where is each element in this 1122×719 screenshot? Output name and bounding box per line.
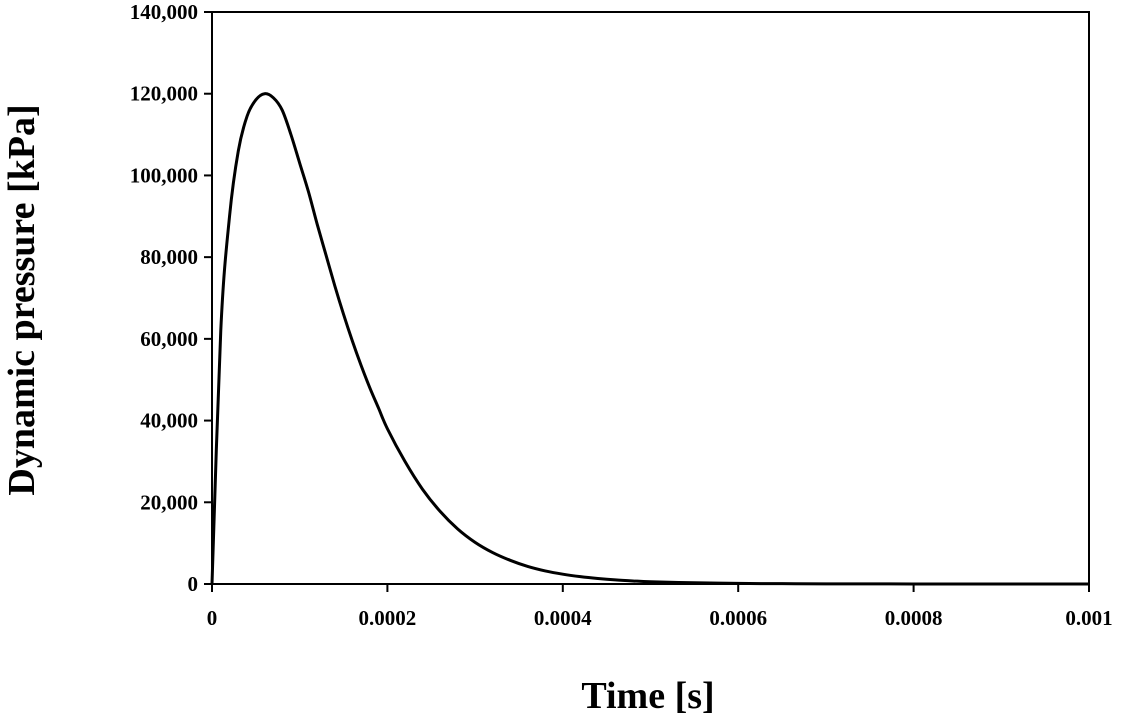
x-tick-label: 0.0006 [709, 606, 767, 630]
x-tick-label: 0.0004 [534, 606, 592, 630]
y-tick-label: 40,000 [140, 409, 198, 433]
y-tick-label: 100,000 [130, 163, 198, 187]
y-tick-label: 60,000 [140, 327, 198, 351]
y-tick-label: 120,000 [130, 82, 198, 106]
x-axis-title: Time [s] [581, 675, 714, 717]
x-tick-label: 0.001 [1065, 606, 1112, 630]
y-tick-label: 140,000 [130, 0, 198, 24]
y-axis-title: Dynamic pressure [kPa] [1, 104, 43, 495]
y-axis-ticks: 0 20,000 40,000 60,000 80,000 100,000 120,000 1… [130, 0, 212, 596]
series-line [210, 92, 1090, 586]
plot-area-frame [211, 11, 1090, 585]
x-tick-label: 0.0002 [359, 606, 417, 630]
y-tick-label: 0 [188, 572, 199, 596]
x-tick-label: 0 [207, 606, 218, 630]
y-tick-label: 20,000 [140, 490, 198, 514]
y-tick-label: 80,000 [140, 245, 198, 269]
x-tick-label: 0.0008 [885, 606, 943, 630]
x-axis-ticks: 0 0.0002 0.0004 0.0006 0.0008 0.001 [207, 584, 1113, 630]
